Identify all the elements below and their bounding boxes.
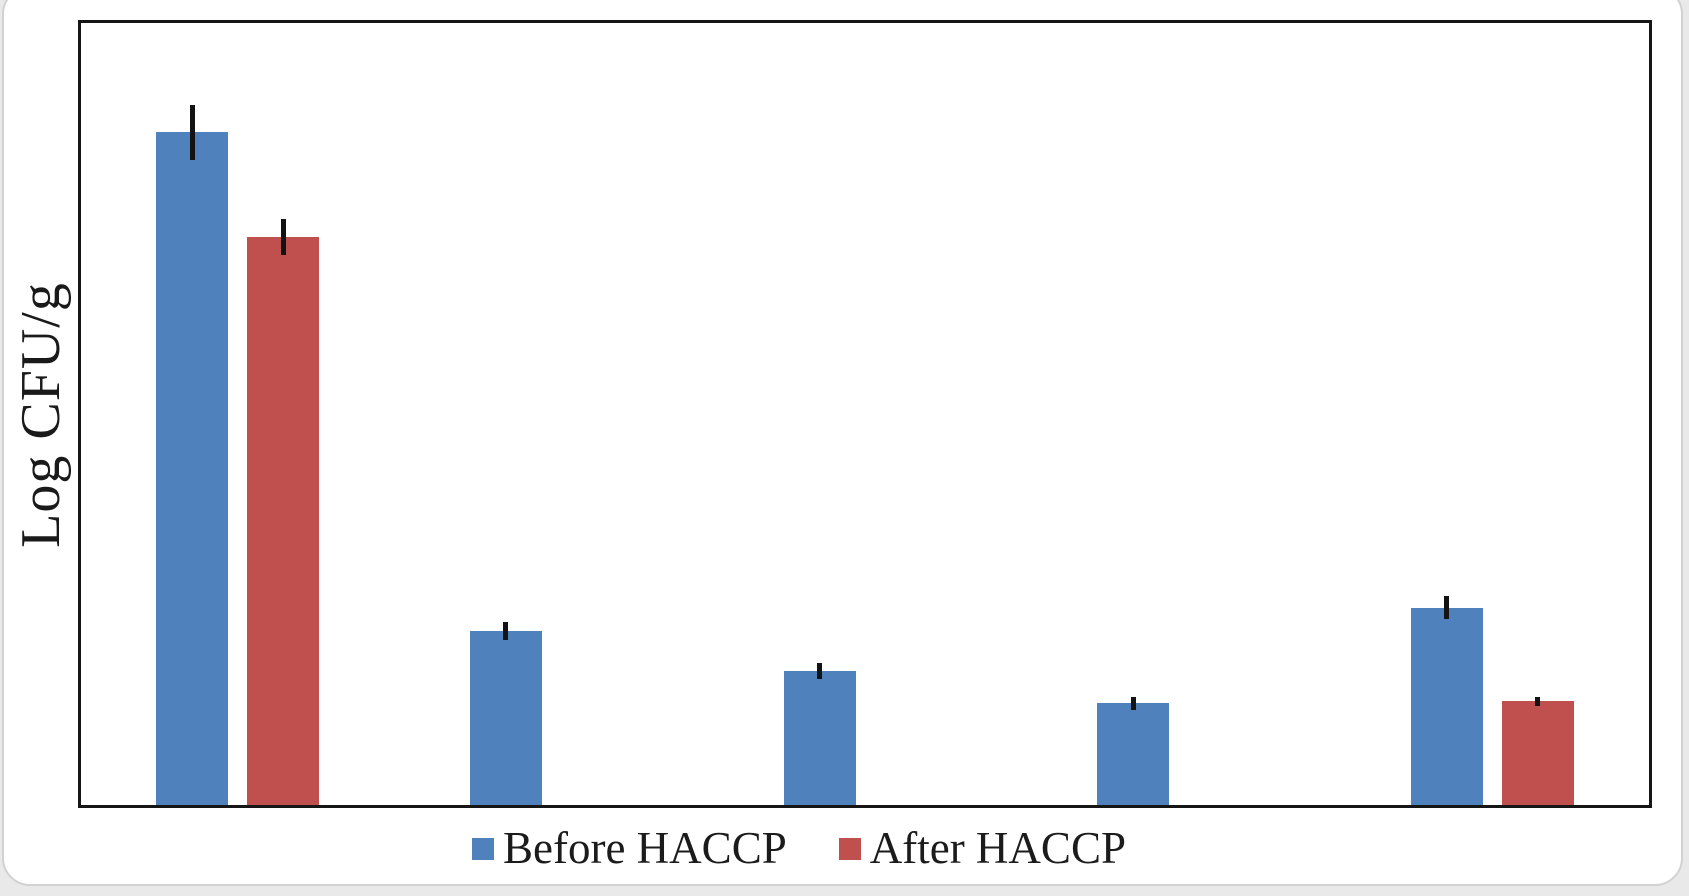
- plot-area: [81, 23, 1649, 805]
- bar-after-group5: [1501, 701, 1574, 805]
- legend: Before HACCP After HACCP: [4, 826, 1594, 871]
- legend-swatch-after: [838, 837, 861, 860]
- error-bar-before-group3: [817, 663, 822, 679]
- error-bar-after-group1: [280, 219, 286, 255]
- bar-before-group1: [156, 132, 229, 805]
- legend-item-after: After HACCP: [838, 823, 1126, 873]
- error-bar-before-group5: [1444, 595, 1450, 620]
- error-bar-before-group1: [189, 105, 195, 160]
- bar-before-group3: [783, 671, 856, 805]
- error-bar-before-group4: [1130, 696, 1136, 711]
- plot-frame: [78, 20, 1652, 808]
- legend-item-before: Before HACCP: [472, 826, 787, 871]
- error-bar-after-group5: [1535, 696, 1541, 707]
- bar-before-group4: [1097, 703, 1170, 805]
- legend-label-before: Before HACCP: [503, 823, 787, 873]
- bar-after-group1: [247, 237, 320, 805]
- bar-before-group5: [1410, 607, 1483, 805]
- y-axis-label: Log CFU/g: [10, 282, 72, 548]
- error-bar-before-group2: [503, 622, 509, 640]
- bar-before-group2: [469, 631, 542, 805]
- legend-swatch-before: [472, 837, 494, 860]
- legend-label-after: After HACCP: [869, 823, 1126, 873]
